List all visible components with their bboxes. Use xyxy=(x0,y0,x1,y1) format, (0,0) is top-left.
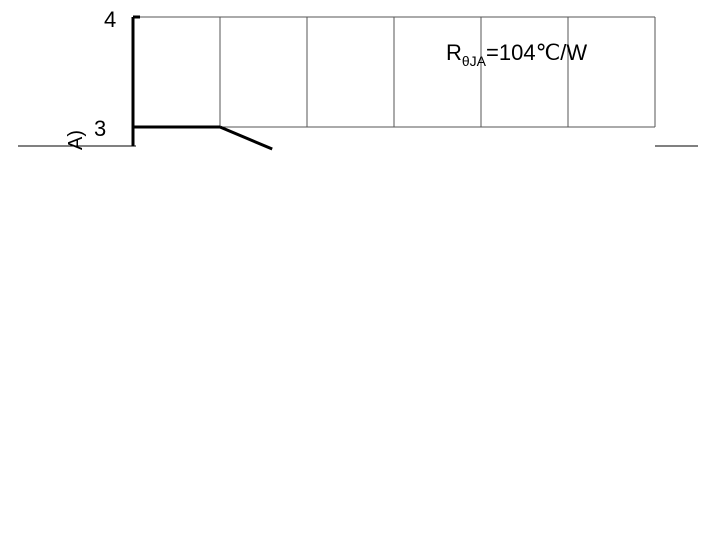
y-tick-label-4: 4 xyxy=(104,7,116,32)
annotation-main: R xyxy=(446,40,462,65)
grid xyxy=(18,15,698,147)
annotation-value: =104℃/W xyxy=(486,40,587,65)
annotation-subscript: θJA xyxy=(462,53,487,69)
series-0-segment-1 xyxy=(219,125,273,151)
data-series xyxy=(133,125,273,151)
y-axis-label: A) xyxy=(65,130,87,150)
thermal-resistance-annotation: RθJA=104℃/W xyxy=(446,40,587,69)
y-tick-label-3: 3 xyxy=(94,116,106,141)
